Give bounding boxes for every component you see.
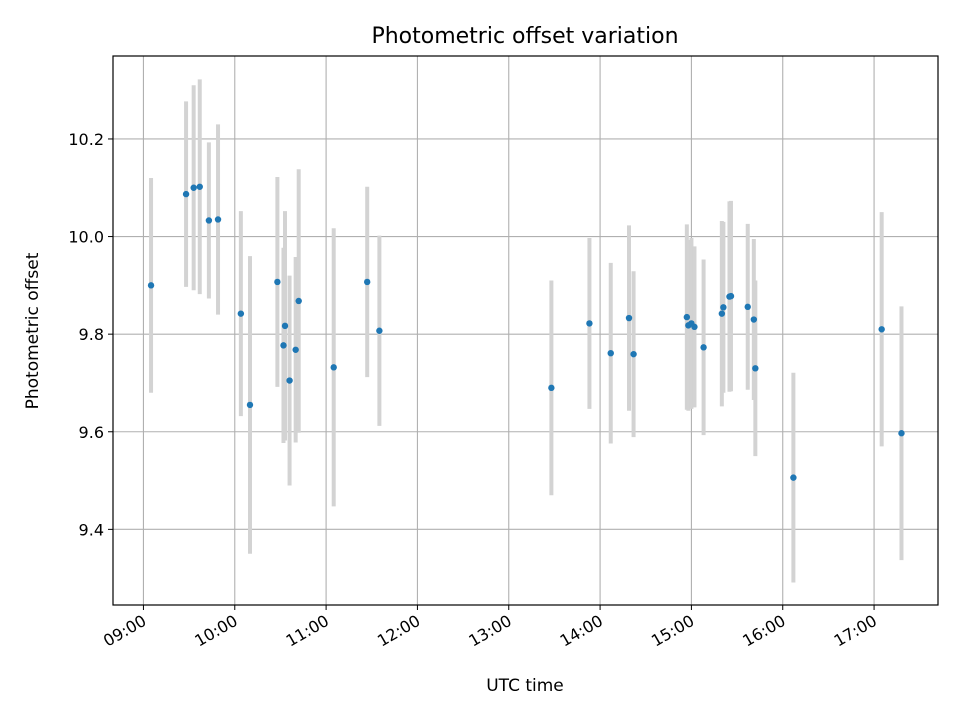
y-axis: 9.4 9.6 9.8 10.0 10.2	[68, 130, 113, 539]
data-point	[196, 183, 203, 190]
data-point	[744, 303, 751, 311]
data-point	[246, 401, 254, 409]
x-axis-label: UTC time	[486, 676, 564, 696]
data-point	[625, 314, 633, 322]
data-point	[700, 344, 707, 351]
y-tick-label: 9.4	[79, 520, 104, 539]
y-axis-label: Photometric offset	[23, 252, 43, 409]
data-point	[190, 184, 197, 191]
data-point	[363, 278, 371, 286]
data-point	[727, 292, 735, 300]
data-point	[607, 349, 614, 357]
data-point	[292, 346, 299, 353]
data-point	[280, 342, 287, 349]
y-tick-label: 10.2	[68, 130, 104, 149]
data-point	[683, 313, 691, 321]
data-point	[898, 430, 905, 437]
data-point	[548, 384, 555, 392]
data-points	[147, 183, 905, 481]
data-point	[691, 323, 698, 331]
data-point	[790, 474, 797, 481]
y-tick-label: 10.0	[68, 228, 104, 247]
y-tick-label: 9.8	[79, 325, 104, 344]
y-tick-label: 9.6	[79, 423, 104, 442]
data-point	[750, 316, 758, 323]
data-point	[274, 278, 281, 286]
data-point	[286, 377, 293, 384]
data-point	[586, 320, 593, 327]
data-point	[295, 297, 302, 305]
data-point	[205, 217, 213, 224]
data-point	[630, 350, 637, 358]
data-point	[878, 326, 885, 333]
data-point	[752, 365, 759, 372]
data-point	[281, 322, 289, 330]
data-point	[214, 216, 222, 223]
data-point	[182, 190, 190, 198]
data-point	[147, 282, 155, 289]
data-point	[376, 327, 383, 334]
data-point	[237, 310, 245, 317]
plot-frame	[112, 55, 939, 606]
data-point	[720, 304, 727, 311]
data-point	[330, 364, 337, 371]
chart-title: Photometric offset variation	[371, 24, 678, 49]
data-point	[718, 310, 726, 317]
